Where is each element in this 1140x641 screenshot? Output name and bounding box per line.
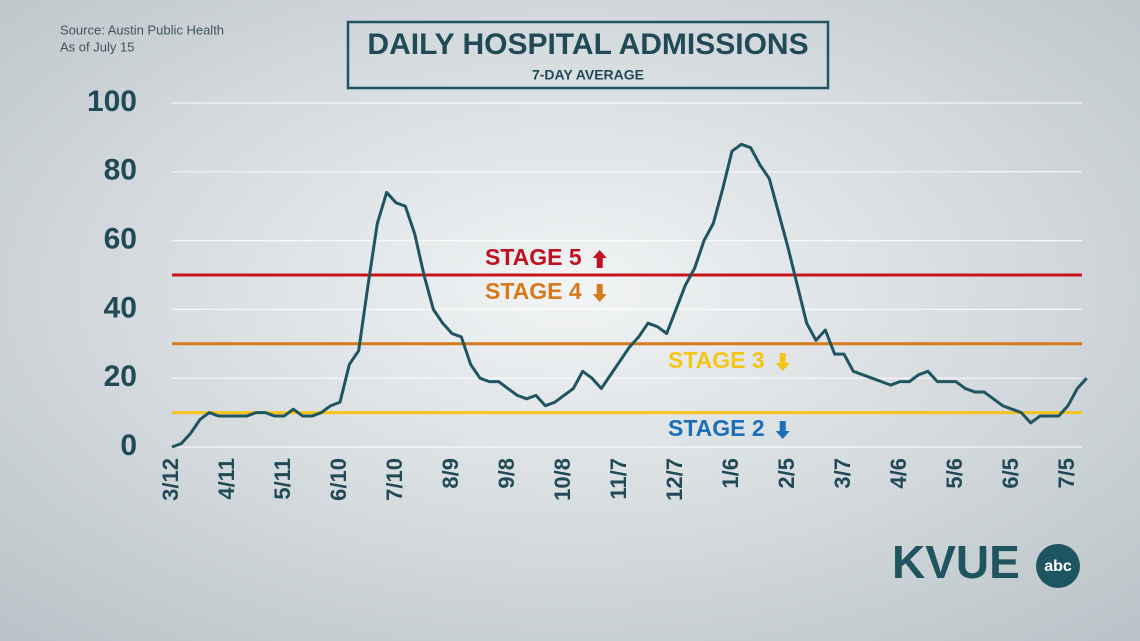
y-tick-label: 0 bbox=[120, 429, 137, 462]
x-tick-label: 6/5 bbox=[998, 458, 1023, 489]
logo-text: KVUE bbox=[892, 536, 1020, 588]
x-tick-label: 9/8 bbox=[494, 458, 519, 489]
x-tick-label: 8/9 bbox=[438, 458, 463, 489]
y-tick-label: 60 bbox=[104, 223, 137, 256]
x-tick-label: 5/11 bbox=[270, 458, 295, 500]
x-tick-label: 5/6 bbox=[942, 458, 967, 489]
stage-arrow bbox=[592, 250, 607, 268]
x-tick-label: 3/12 bbox=[158, 458, 183, 501]
x-tick-label: 6/10 bbox=[326, 458, 351, 501]
stage-label: STAGE 4 bbox=[485, 278, 582, 304]
y-tick-label: 20 bbox=[104, 360, 137, 393]
title-box bbox=[346, 20, 830, 90]
x-tick-label: 2/5 bbox=[774, 458, 799, 489]
y-tick-label: 40 bbox=[104, 291, 137, 324]
logo-badge bbox=[1036, 544, 1080, 588]
x-tick-label: 7/10 bbox=[382, 458, 407, 501]
x-tick-label: 11/7 bbox=[606, 458, 631, 500]
chart-subtitle: 7-DAY AVERAGE bbox=[532, 67, 644, 83]
chart-title: DAILY HOSPITAL ADMISSIONS bbox=[367, 28, 808, 61]
source: Source: Austin Public Health bbox=[60, 22, 224, 37]
stage-arrow bbox=[775, 353, 790, 371]
x-tick-label: 12/7 bbox=[662, 458, 687, 501]
stage-label: STAGE 3 bbox=[668, 347, 765, 373]
x-tick-label: 3/7 bbox=[830, 458, 855, 489]
y-tick-label: 100 bbox=[87, 85, 137, 118]
data-line bbox=[171, 142, 1088, 449]
x-tick-label: 4/11 bbox=[214, 458, 239, 500]
stage-label: STAGE 2 bbox=[668, 415, 765, 441]
stage-arrow bbox=[592, 284, 607, 302]
x-tick-label: 10/8 bbox=[550, 458, 575, 501]
y-tick-label: 80 bbox=[104, 154, 137, 187]
x-tick-label: 7/5 bbox=[1054, 458, 1079, 489]
stage-label: STAGE 5 bbox=[485, 244, 582, 270]
x-tick-label: 1/6 bbox=[718, 458, 743, 489]
stage-arrow bbox=[775, 421, 790, 439]
as-of: As of July 15 bbox=[60, 39, 134, 54]
x-tick-label: 4/6 bbox=[886, 458, 911, 489]
logo-badge-text: abc bbox=[1044, 558, 1072, 575]
